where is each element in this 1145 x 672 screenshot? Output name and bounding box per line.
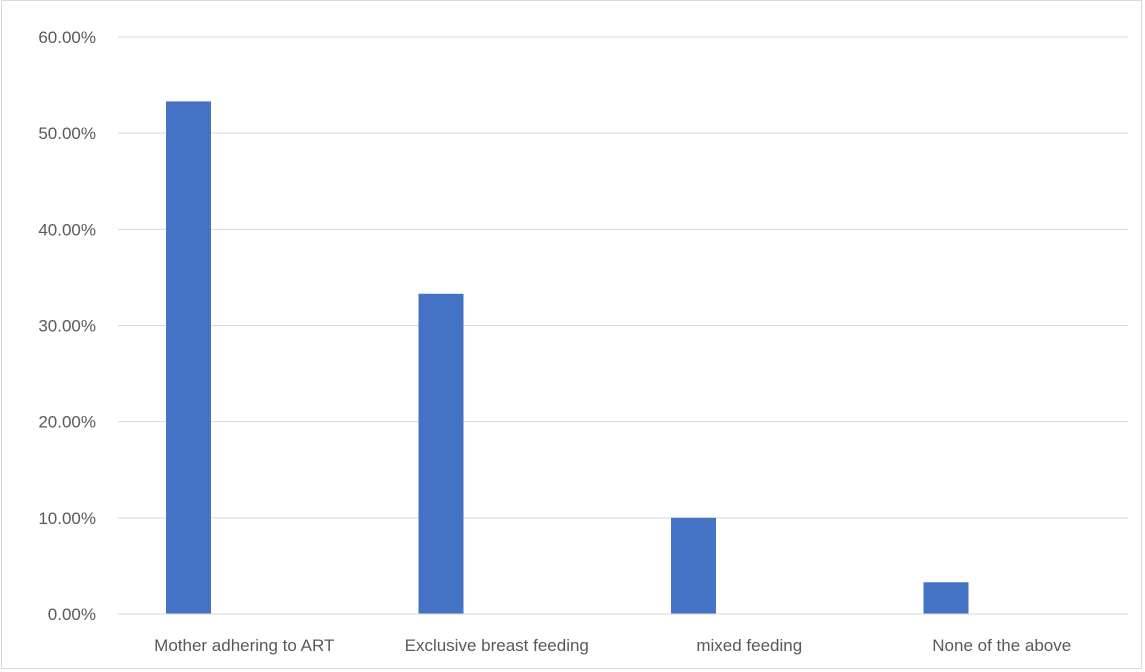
x-category-label: mixed feeding: [696, 636, 802, 655]
y-tick-label: 20.00%: [38, 413, 96, 432]
x-category-label: None of the above: [932, 636, 1071, 655]
y-tick-label: 50.00%: [38, 124, 96, 143]
x-category-label: Mother adhering to ART: [154, 636, 334, 655]
x-category-label: Exclusive breast feeding: [405, 636, 589, 655]
y-tick-label: 60.00%: [38, 28, 96, 47]
gridlines: [118, 36, 1128, 519]
bar: [166, 101, 211, 615]
x-axis-categories: Mother adhering to ART Exclusive breast f…: [154, 636, 1071, 655]
y-axis-ticks: 0.00% 10.00% 20.00% 30.00% 40.00% 50.00% 60.00…: [38, 28, 96, 624]
y-tick-label: 0.00%: [48, 605, 96, 624]
bar: [418, 293, 464, 614]
bar: [923, 582, 969, 614]
y-tick-label: 10.00%: [38, 509, 96, 528]
y-tick-label: 30.00%: [38, 317, 96, 336]
bar: [671, 517, 716, 614]
y-tick-label: 40.00%: [38, 220, 96, 239]
bars: [166, 101, 969, 615]
